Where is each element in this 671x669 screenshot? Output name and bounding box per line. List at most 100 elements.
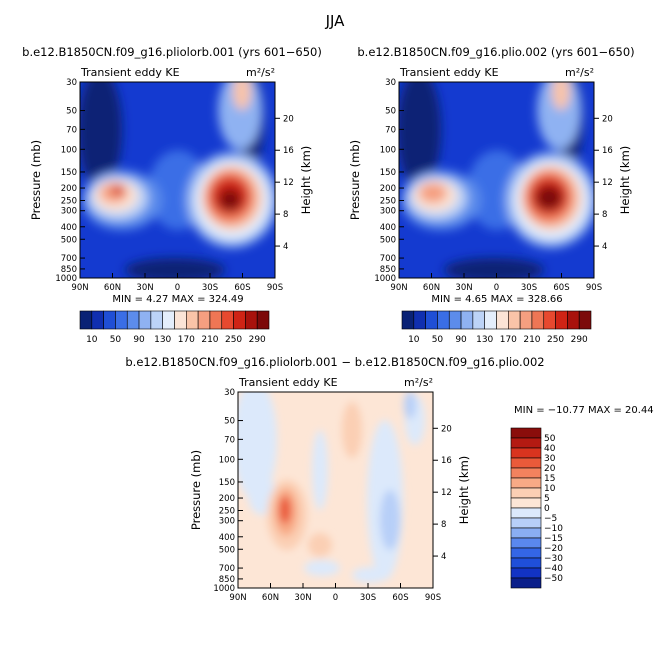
colorbar-swatch [162, 310, 175, 330]
colorbar-label: −40 [544, 564, 563, 574]
panel-diff-title: b.e12.B1850CN.f09_g16.pliolorb.001 − b.e… [125, 355, 544, 369]
y-tick-label: 200 [380, 184, 396, 194]
axes-right: 90N 60N 30N 0 30S 60S 90S 30 50 70 100 150 200 250300… [374, 78, 612, 293]
blob [419, 183, 447, 203]
x-tick-label: 60S [234, 283, 250, 293]
y-tick-label: 200 [219, 494, 235, 504]
x-tick-label: 90N [229, 593, 246, 603]
colorbar-swatch [510, 477, 542, 489]
blob [238, 392, 277, 500]
x-tick-label: 90S [425, 593, 441, 603]
colorbar-label: 170 [500, 335, 517, 345]
colorbar-swatch [174, 310, 187, 330]
y-tick-label: 100 [61, 145, 77, 155]
y-tick-label: 400 [380, 223, 396, 233]
colorbar-swatch [448, 310, 462, 330]
y-tick-label: 1000 [374, 274, 396, 284]
colorbar-swatch [186, 310, 199, 330]
colorbar-swatch [510, 427, 542, 439]
colorbar-swatch [209, 310, 223, 330]
y-axis-label-left: Pressure (mb) [29, 140, 43, 220]
x-tick-label: 60N [104, 283, 121, 293]
x-tick-label: 60S [553, 283, 569, 293]
x-tick-label: 30N [294, 593, 311, 603]
axes-diff: 90N 60N 30N 0 30S 60S 90S 30 50 70 100 150 200 250300… [213, 388, 451, 603]
y-tick-label: 850 [380, 265, 396, 275]
y-tick-label: 30 [66, 78, 77, 88]
y-tick-label: 50 [66, 107, 77, 117]
colorbar-swatch [472, 310, 485, 330]
colorbar-swatch [401, 310, 415, 330]
colorbar-swatch [531, 310, 545, 330]
colorbar-swatch [510, 487, 542, 499]
panel-right-units: m²/s² [565, 66, 594, 79]
panel-right-subtitle: Transient eddy KE [399, 66, 499, 79]
colorbar-label: 40 [544, 444, 556, 454]
colorbar-label: 170 [178, 335, 195, 345]
colorbar-swatch [510, 517, 542, 529]
colorbar-label: 5 [544, 494, 550, 504]
y-tick-label: 250 [380, 197, 396, 207]
y-tick-label: 300 [61, 207, 77, 217]
colorbar-label: 50 [110, 335, 122, 345]
colorbar-label: −10 [544, 524, 563, 534]
colorbar-label: 250 [547, 335, 564, 345]
y2-tick-label: 12 [283, 178, 294, 188]
blob [80, 82, 122, 190]
colorbar-swatch [519, 310, 533, 330]
colorbar-swatch [115, 310, 128, 330]
y-tick-label: 200 [61, 184, 77, 194]
plot-area-left [80, 82, 275, 278]
x-tick-label: 30N [136, 283, 153, 293]
colorbar-label: 210 [523, 335, 540, 345]
panel-diff-units: m²/s² [404, 376, 433, 389]
blob [218, 82, 262, 150]
y-tick-label: 700 [219, 564, 235, 574]
colorbar-swatch [510, 457, 542, 469]
x-tick-label: 0 [333, 593, 338, 603]
blob [536, 186, 562, 210]
colorbar-swatch [460, 310, 474, 330]
blob [304, 560, 340, 576]
blob [233, 82, 251, 110]
colorbar-swatch [79, 310, 93, 330]
y2-axis-label-diff: Height (km) [457, 456, 471, 525]
colorbar-swatch [256, 310, 270, 330]
colorbar-swatch [484, 310, 497, 330]
colorbar-swatch [510, 437, 542, 449]
colorbar-label: 130 [154, 335, 171, 345]
y2-tick-label: 20 [441, 424, 452, 434]
y2-tick-label: 4 [602, 242, 607, 252]
panel-left-title: b.e12.B1850CN.f09_g16.pliolorb.001 (yrs … [22, 45, 322, 59]
y2-tick-label: 20 [602, 114, 613, 124]
colorbar-label: 90 [133, 335, 145, 345]
x-tick-label: 0 [175, 283, 180, 293]
x-tick-label: 90N [71, 283, 88, 293]
colorbar-label: 50 [544, 434, 556, 444]
y2-axis-label-right-panel: Height (km) [618, 146, 632, 215]
y-tick-label: 500 [61, 235, 77, 245]
panel-right: b.e12.B1850CN.f09_g16.plio.002 (yrs 601−… [348, 45, 635, 345]
y-tick-label: 100 [380, 145, 396, 155]
colorbar-swatch [510, 577, 542, 589]
plot-area-right [399, 82, 594, 278]
blob [312, 430, 328, 510]
colorbar-swatch [508, 310, 521, 330]
blob [399, 82, 441, 190]
blob [219, 189, 241, 211]
colorbar-label: 10 [408, 335, 420, 345]
min-max-left: MIN = 4.27 MAX = 324.49 [112, 294, 243, 305]
y-tick-label: 30 [385, 78, 396, 88]
x-tick-label: 30S [521, 283, 537, 293]
y-tick-label: 250 [219, 507, 235, 517]
y-tick-label: 70 [66, 125, 77, 135]
panel-diff: b.e12.B1850CN.f09_g16.pliolorb.001 − b.e… [125, 355, 653, 603]
colorbar-label: −20 [544, 544, 563, 554]
panel-right-title: b.e12.B1850CN.f09_g16.plio.002 (yrs 601−… [357, 45, 634, 59]
colorbar-swatch [510, 527, 542, 539]
y-tick-label: 30 [224, 388, 235, 398]
colorbar-swatch [543, 310, 556, 330]
y-tick-label: 400 [61, 223, 77, 233]
panel-diff-subtitle: Transient eddy KE [238, 376, 338, 389]
